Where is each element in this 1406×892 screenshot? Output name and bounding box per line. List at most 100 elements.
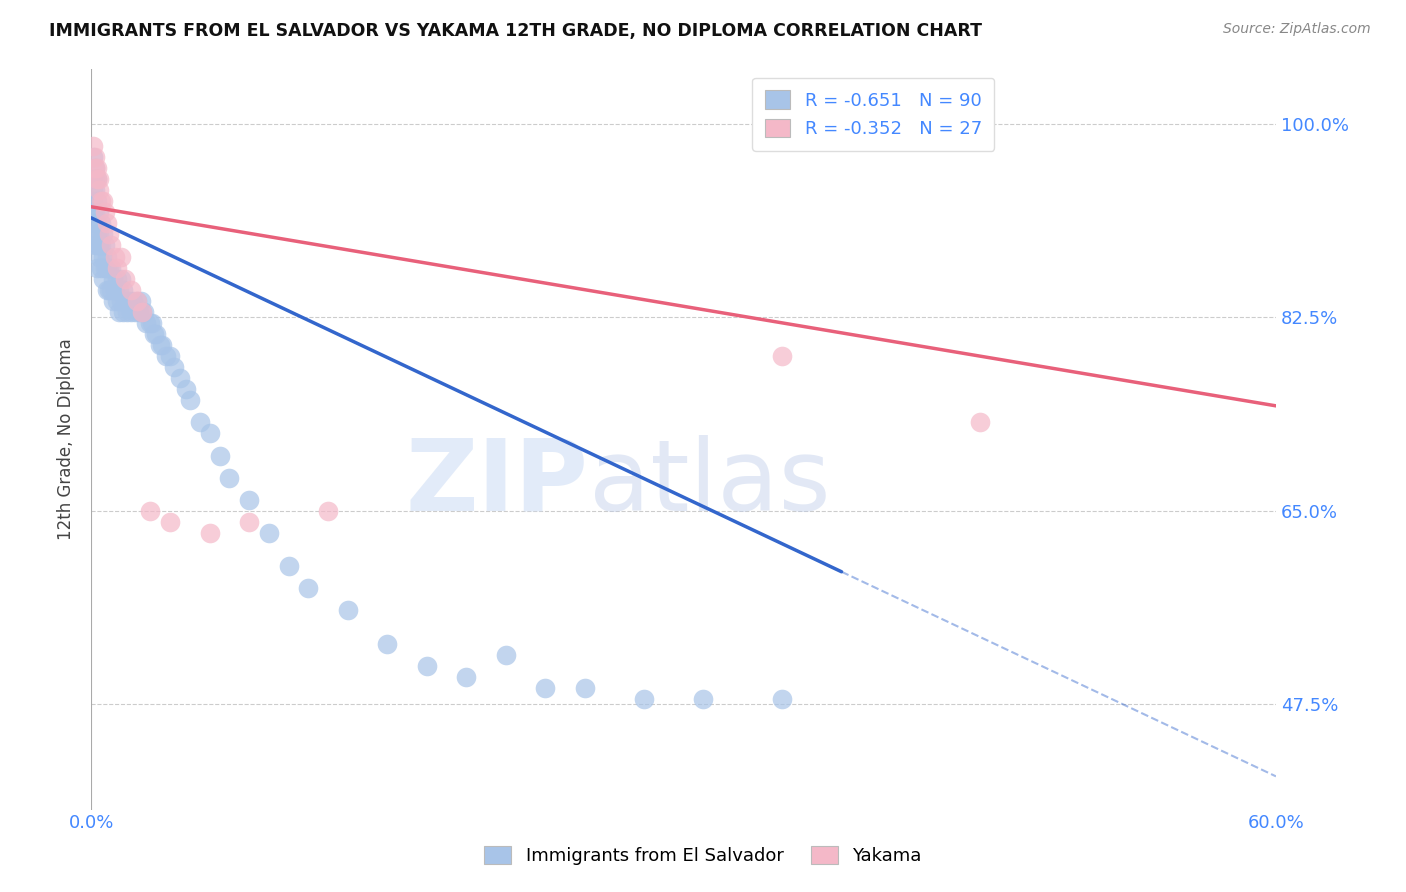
Point <box>97 283 120 297</box>
Point <box>257 526 280 541</box>
Point <box>84 216 107 230</box>
Point <box>90 216 112 230</box>
Point <box>316 504 339 518</box>
Point <box>86 194 108 209</box>
Point <box>128 305 150 319</box>
Point <box>169 371 191 385</box>
Point <box>91 194 114 209</box>
Point <box>104 283 127 297</box>
Point <box>97 227 120 242</box>
Point <box>125 293 148 308</box>
Point <box>100 283 122 297</box>
Point <box>297 582 319 596</box>
Point <box>90 194 112 209</box>
Point <box>97 260 120 275</box>
Point <box>111 305 134 319</box>
Point <box>155 349 177 363</box>
Legend: Immigrants from El Salvador, Yakama: Immigrants from El Salvador, Yakama <box>475 837 931 874</box>
Point <box>101 293 124 308</box>
Point <box>100 238 122 252</box>
Point <box>94 205 117 219</box>
Point <box>336 603 359 617</box>
Point <box>87 172 110 186</box>
Point <box>100 260 122 275</box>
Point <box>107 283 129 297</box>
Point <box>86 227 108 242</box>
Legend: R = -0.651   N = 90, R = -0.352   N = 27: R = -0.651 N = 90, R = -0.352 N = 27 <box>752 78 994 151</box>
Point <box>377 637 399 651</box>
Point <box>111 283 134 297</box>
Point <box>143 326 166 341</box>
Point <box>238 492 260 507</box>
Point <box>110 250 132 264</box>
Point <box>150 338 173 352</box>
Point <box>135 316 157 330</box>
Point <box>969 416 991 430</box>
Point <box>120 305 142 319</box>
Point <box>131 305 153 319</box>
Point <box>456 670 478 684</box>
Point <box>208 449 231 463</box>
Point <box>110 293 132 308</box>
Point <box>110 271 132 285</box>
Point <box>82 194 104 209</box>
Point <box>534 681 557 695</box>
Point <box>145 326 167 341</box>
Point <box>115 305 138 319</box>
Point <box>114 271 136 285</box>
Point <box>198 526 221 541</box>
Point <box>84 172 107 186</box>
Point <box>218 471 240 485</box>
Point <box>159 349 181 363</box>
Point <box>96 250 118 264</box>
Point <box>86 161 108 175</box>
Y-axis label: 12th Grade, No Diploma: 12th Grade, No Diploma <box>58 338 75 540</box>
Point <box>87 205 110 219</box>
Point <box>84 205 107 219</box>
Point <box>118 293 141 308</box>
Point <box>82 172 104 186</box>
Point <box>84 238 107 252</box>
Point <box>87 250 110 264</box>
Point <box>101 271 124 285</box>
Point <box>114 293 136 308</box>
Point <box>770 692 793 706</box>
Point <box>107 305 129 319</box>
Text: ZIP: ZIP <box>406 435 589 532</box>
Point <box>82 150 104 164</box>
Point <box>94 260 117 275</box>
Point <box>238 515 260 529</box>
Point <box>188 416 211 430</box>
Point <box>94 238 117 252</box>
Point <box>91 271 114 285</box>
Point <box>139 504 162 518</box>
Point <box>82 139 104 153</box>
Point <box>129 293 152 308</box>
Point <box>84 183 107 197</box>
Point <box>96 283 118 297</box>
Point <box>163 360 186 375</box>
Point <box>633 692 655 706</box>
Point <box>96 216 118 230</box>
Point <box>495 648 517 662</box>
Point <box>86 238 108 252</box>
Point <box>84 161 107 175</box>
Point <box>90 260 112 275</box>
Point <box>125 293 148 308</box>
Point <box>86 260 108 275</box>
Point <box>87 227 110 242</box>
Point <box>91 227 114 242</box>
Point <box>174 382 197 396</box>
Point <box>770 349 793 363</box>
Point <box>134 305 156 319</box>
Point <box>86 172 108 186</box>
Point <box>277 559 299 574</box>
Point <box>84 150 107 164</box>
Point <box>105 260 128 275</box>
Point <box>159 515 181 529</box>
Point <box>124 305 146 319</box>
Point <box>104 250 127 264</box>
Point <box>86 216 108 230</box>
Point <box>131 305 153 319</box>
Point <box>149 338 172 352</box>
